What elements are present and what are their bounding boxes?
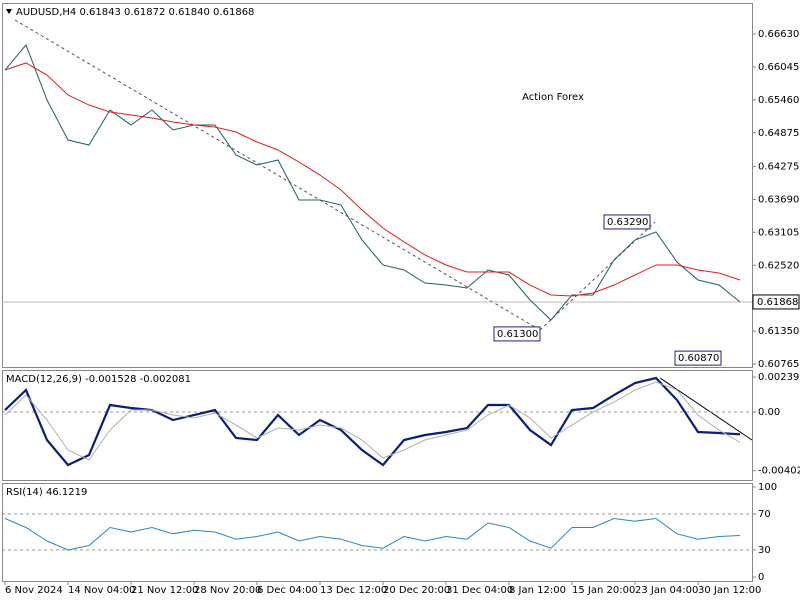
x-tick-label: 13 Dec 12:00 [320, 585, 387, 596]
price-annotation-box [674, 350, 722, 366]
price-annotation: 0.60870 [678, 353, 719, 364]
watermark: Action Forex [522, 92, 584, 103]
series-line [4, 381, 741, 461]
y-tick-label: 100 [758, 482, 777, 493]
x-tick-label: 20 Dec 20:00 [383, 585, 450, 596]
panel-title: MACD(12,26,9) -0.001528 -0.002081 [6, 374, 191, 385]
macd-panel [2, 370, 753, 481]
y-tick-label: 0.64875 [758, 128, 799, 139]
x-tick-label: 6 Nov 2024 [5, 585, 63, 596]
price-annotation-box [493, 326, 541, 342]
trend-line [539, 221, 656, 331]
series-line [4, 62, 741, 297]
series-line [4, 44, 741, 321]
price-annotation: 0.61300 [497, 329, 538, 340]
y-tick-label: 0.002399 [758, 372, 800, 383]
price-annotation: 0.63290 [607, 217, 648, 228]
x-tick-label: 21 Nov 12:00 [131, 585, 198, 596]
x-tick-label: 6 Dec 04:00 [257, 585, 318, 596]
x-tick-label: 31 Dec 04:00 [446, 585, 513, 596]
series-line [4, 517, 741, 551]
y-tick-label: 0.63690 [758, 194, 799, 205]
price-annotation-box [603, 214, 651, 230]
y-tick-label: 0.00 [758, 407, 780, 418]
series-line [4, 376, 741, 467]
panel-title: AUDUSD,H4 0.61843 0.61872 0.61840 0.6186… [16, 7, 254, 18]
y-tick-label: 0.66045 [758, 62, 799, 73]
x-tick-label: 23 Jan 04:00 [635, 585, 698, 596]
y-tick-label: 0.65460 [758, 95, 799, 106]
y-tick-label: 30 [758, 545, 771, 556]
current-price-label: 0.61868 [757, 297, 798, 308]
y-tick-label: 0.60765 [758, 359, 799, 370]
trend-line [659, 377, 753, 441]
current-price-box [752, 294, 800, 310]
y-tick-label: -0.004021 [758, 466, 800, 477]
y-tick-label: 0.66630 [758, 29, 799, 40]
x-tick-label: 8 Jan 12:00 [509, 585, 566, 596]
price-panel [2, 3, 753, 368]
x-tick-label: 30 Jan 12:00 [698, 585, 761, 596]
x-tick-label: 15 Jan 20:00 [572, 585, 635, 596]
y-tick-label: 0.64275 [758, 162, 799, 173]
y-tick-label: 70 [758, 509, 771, 520]
panel-title: RSI(14) 46.1219 [6, 487, 87, 498]
y-tick-label: 0.62520 [758, 260, 799, 271]
symbol-menu-icon[interactable] [6, 9, 12, 14]
x-tick-label: 14 Nov 04:00 [68, 585, 135, 596]
y-tick-label: 0.61350 [758, 326, 799, 337]
rsi-panel [2, 483, 753, 582]
y-tick-label: 0.63105 [758, 227, 799, 238]
y-tick-label: 0 [758, 572, 764, 583]
x-tick-label: 28 Nov 20:00 [194, 585, 261, 596]
